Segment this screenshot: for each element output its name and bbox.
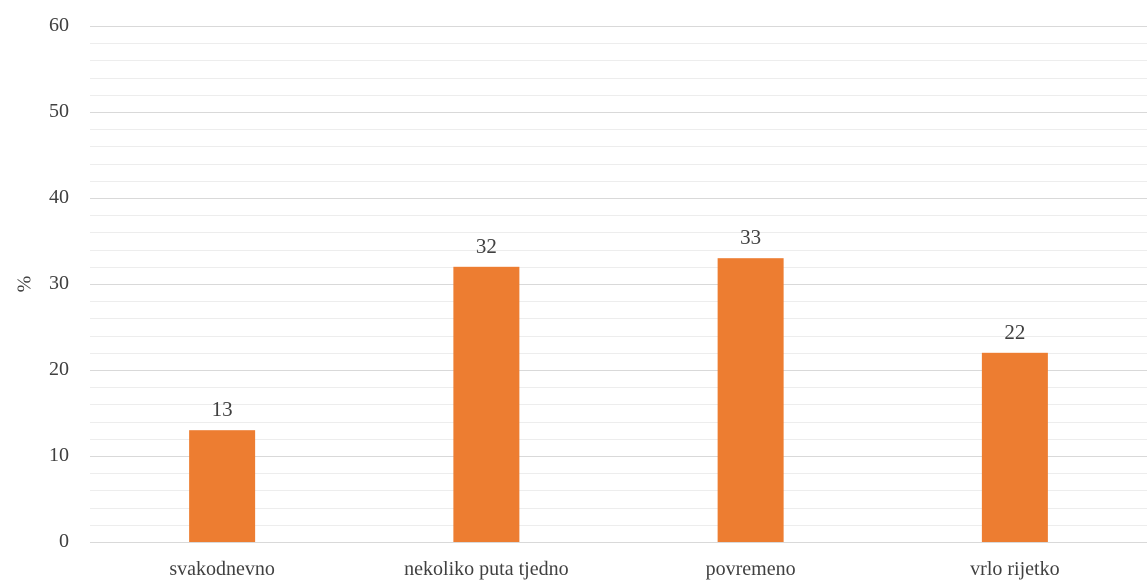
x-tick-label: svakodnevno xyxy=(169,558,275,580)
data-label: 32 xyxy=(476,234,497,258)
x-tick-label: vrlo rijetko xyxy=(970,558,1059,580)
y-tick-label: 0 xyxy=(59,530,69,552)
bar xyxy=(981,352,1048,542)
y-tick-label: 50 xyxy=(49,100,69,122)
bars xyxy=(189,258,1048,542)
bar xyxy=(717,258,784,542)
x-tick-label: povremeno xyxy=(706,558,796,580)
data-labels: 13 32 33 22 xyxy=(212,225,1026,421)
data-label: 33 xyxy=(740,225,761,249)
y-axis-title: % xyxy=(14,276,36,293)
y-tick-label: 10 xyxy=(49,444,69,466)
major-gridlines xyxy=(90,26,1147,543)
bar xyxy=(453,266,520,542)
data-label: 13 xyxy=(212,397,233,421)
x-tick-label: nekoliko puta tjedno xyxy=(404,558,568,580)
y-tick-label: 20 xyxy=(49,358,69,380)
y-tick-label: 60 xyxy=(49,14,69,36)
bar xyxy=(189,430,256,542)
data-label: 22 xyxy=(1004,320,1025,344)
minor-gridlines xyxy=(90,43,1147,526)
y-tick-label: 30 xyxy=(49,272,69,294)
y-tick-label: 40 xyxy=(49,186,69,208)
y-axis-tick-labels: 0 10 20 30 40 50 60 xyxy=(49,14,69,552)
x-axis-tick-labels: svakodnevno nekoliko puta tjedno povremeno… xyxy=(169,558,1059,580)
